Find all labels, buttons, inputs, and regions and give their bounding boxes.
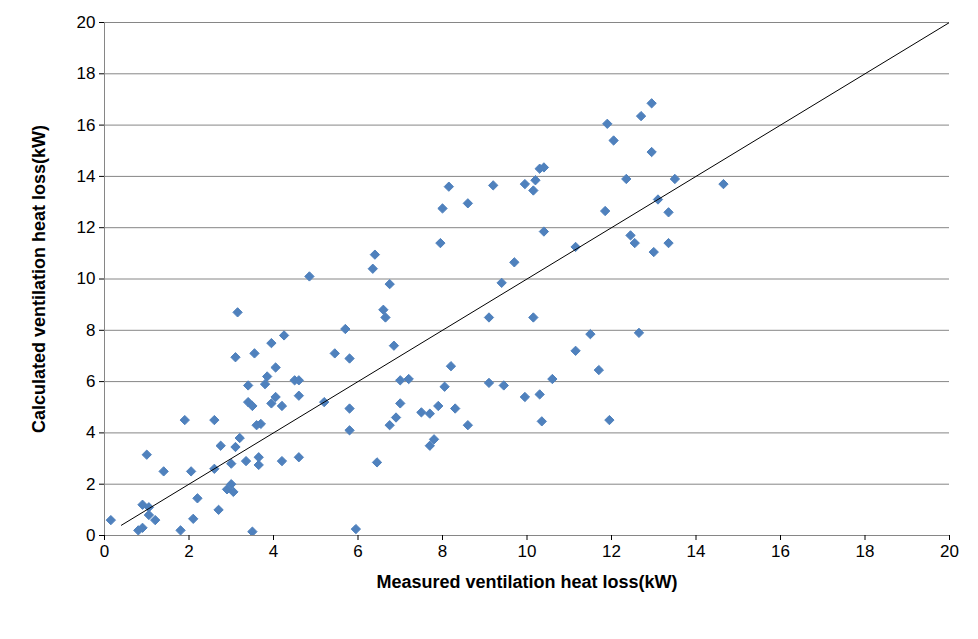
svg-text:6: 6 (86, 372, 95, 391)
svg-text:16: 16 (771, 542, 790, 561)
svg-text:18: 18 (77, 64, 96, 83)
svg-text:4: 4 (269, 542, 278, 561)
svg-text:8: 8 (438, 542, 447, 561)
svg-text:14: 14 (77, 167, 96, 186)
svg-text:12: 12 (602, 542, 621, 561)
svg-text:16: 16 (77, 116, 96, 135)
svg-text:2: 2 (86, 475, 95, 494)
svg-text:4: 4 (86, 423, 95, 442)
svg-text:20: 20 (77, 13, 96, 32)
svg-text:Calculated ventilation heat lo: Calculated ventilation heat loss(kW) (29, 125, 49, 433)
svg-text:10: 10 (77, 269, 96, 288)
svg-text:18: 18 (856, 542, 875, 561)
svg-text:8: 8 (86, 321, 95, 340)
svg-text:14: 14 (687, 542, 706, 561)
svg-text:6: 6 (353, 542, 362, 561)
svg-text:0: 0 (86, 526, 95, 545)
svg-text:2: 2 (184, 542, 193, 561)
svg-text:12: 12 (77, 218, 96, 237)
svg-text:10: 10 (518, 542, 537, 561)
svg-text:20: 20 (940, 542, 959, 561)
svg-text:0: 0 (100, 542, 109, 561)
svg-text:Measured ventilation heat loss: Measured ventilation heat loss(kW) (376, 572, 677, 592)
